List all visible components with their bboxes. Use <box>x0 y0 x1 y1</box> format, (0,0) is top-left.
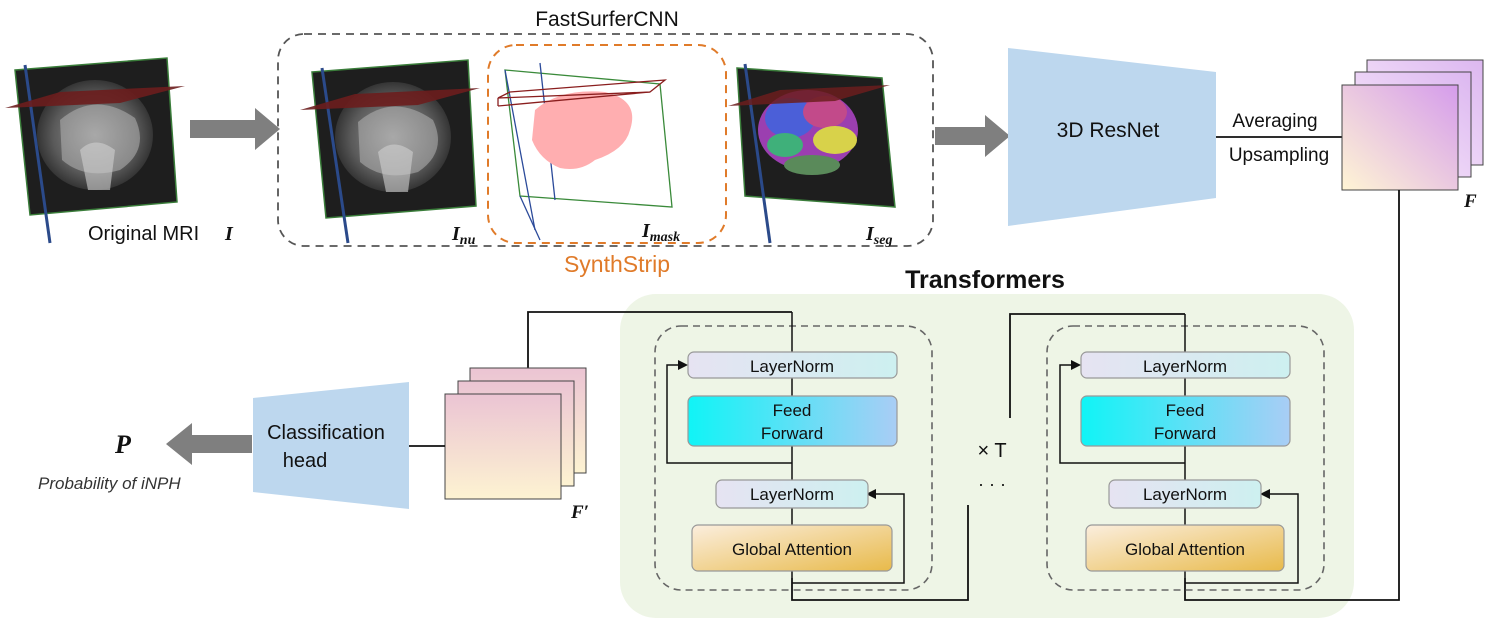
arrow-to-probability <box>166 423 252 465</box>
inu-image <box>300 59 480 244</box>
block1-layernorm-bottom: LayerNorm <box>750 485 834 504</box>
synthstrip-box <box>487 44 727 244</box>
block2-layernorm-top: LayerNorm <box>1143 357 1227 376</box>
original-mri-symbol: I <box>224 223 234 245</box>
block1-out-line <box>527 311 792 368</box>
block1-layernorm-top: LayerNorm <box>750 357 834 376</box>
block1-ff-line1: Feed <box>773 401 812 420</box>
block2-out-line <box>1009 313 1185 418</box>
f-to-block2-line <box>1184 190 1400 601</box>
synthstrip-label: SynthStrip <box>564 251 670 277</box>
block1-in-line <box>791 505 969 601</box>
block2-ff-line2: Forward <box>1154 424 1216 443</box>
feature-fprime-label: F′ <box>570 502 589 523</box>
repeat-dots: · · · <box>978 474 1006 494</box>
iseg-symbol: Iseg <box>865 223 892 248</box>
fastsurfer-title: FastSurferCNN <box>535 8 679 31</box>
probability-text: Probability of iNPH <box>38 474 181 493</box>
probability-symbol: P <box>114 430 132 459</box>
feature-fprime-stack <box>444 367 587 500</box>
times-t-label: × T <box>977 440 1006 462</box>
iseg-image <box>728 63 896 244</box>
upsampling-label: Upsampling <box>1229 145 1329 166</box>
resnet-block <box>1008 48 1216 226</box>
original-mri-label: Original MRI <box>88 223 199 245</box>
arrow-to-fastsurfer <box>190 108 280 150</box>
imask-image <box>497 62 673 241</box>
block1-ff-line2: Forward <box>761 424 823 443</box>
block1-attention: Global Attention <box>732 540 852 559</box>
original-mri-image <box>5 57 185 244</box>
fastsurfer-box <box>277 33 934 247</box>
classification-head <box>253 382 409 509</box>
resnet-label: 3D ResNet <box>1057 119 1160 142</box>
inu-symbol: Inu <box>451 223 476 248</box>
feature-f-label: F <box>1463 191 1477 212</box>
arrow-to-resnet <box>935 115 1010 157</box>
block2-layernorm-bottom: LayerNorm <box>1143 485 1227 504</box>
transformer-block-1 <box>654 312 933 591</box>
classification-head-label-2: head <box>283 450 328 472</box>
transformers-title: Transformers <box>905 266 1065 294</box>
transformer-block-2 <box>1046 314 1325 591</box>
averaging-label: Averaging <box>1232 111 1317 132</box>
imask-symbol: Imask <box>641 220 680 245</box>
block2-ff-line1: Feed <box>1166 401 1205 420</box>
feature-f-stack <box>1341 59 1484 191</box>
block2-attention: Global Attention <box>1125 540 1245 559</box>
classification-head-label-1: Classification <box>267 422 385 444</box>
